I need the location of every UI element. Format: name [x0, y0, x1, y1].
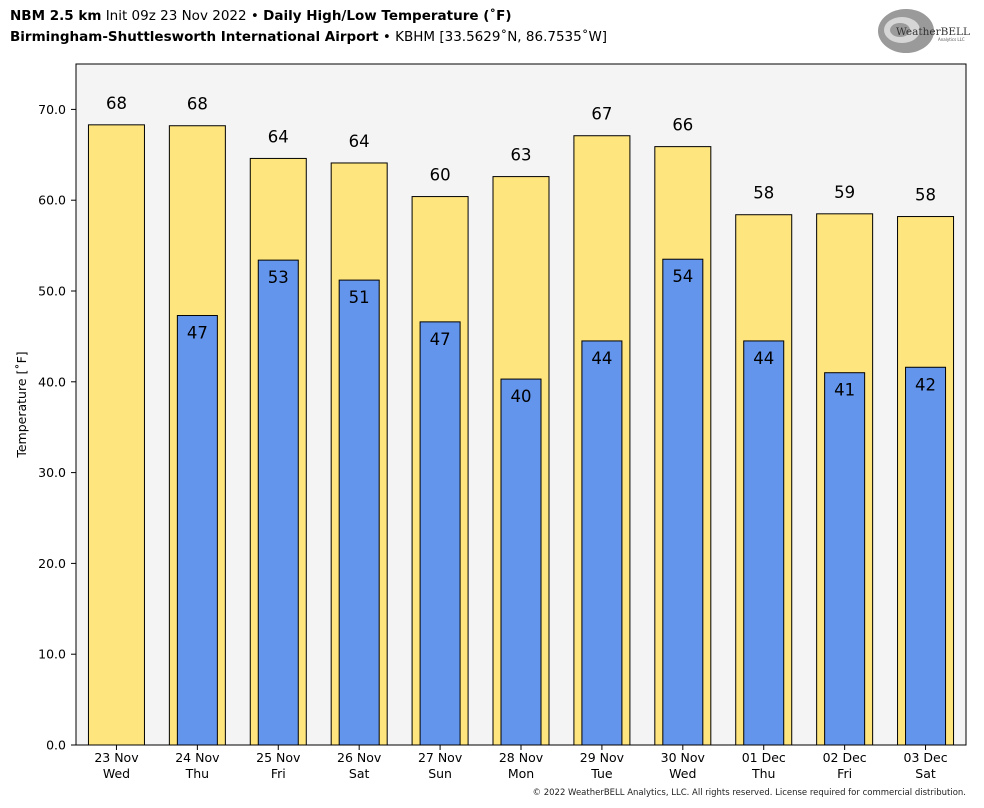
low-temp-label: 54	[672, 267, 693, 286]
high-temp-label: 59	[834, 183, 855, 202]
header-line-1: NBM 2.5 km Init 09z 23 Nov 2022 • Daily …	[10, 6, 607, 27]
low-temp-bar	[419, 321, 461, 746]
high-temp-label: 58	[915, 186, 936, 205]
low-temp-bar	[500, 378, 542, 746]
low-temp-label: 44	[753, 349, 774, 368]
low-temp-label: 40	[511, 387, 532, 406]
low-temp-bar	[905, 366, 947, 746]
x-tick-weekday: Sat	[915, 766, 936, 781]
x-tick-date: 30 Nov	[661, 750, 706, 765]
station-name: Birmingham-Shuttlesworth International A…	[10, 29, 379, 45]
low-temp-label: 47	[187, 324, 208, 343]
x-tick-date: 23 Nov	[94, 750, 139, 765]
model-name: NBM 2.5 km	[10, 8, 102, 24]
y-tick-label: 40.0	[38, 374, 66, 389]
x-tick-date: 03 Dec	[904, 750, 948, 765]
weatherbell-logo: WeatherBELL Analytics LLC	[878, 9, 970, 53]
high-temp-label: 64	[268, 127, 289, 146]
x-tick-date: 27 Nov	[418, 750, 463, 765]
low-temp-label: 42	[915, 375, 936, 394]
low-temp-bar	[338, 279, 380, 746]
logo-text: WeatherBELL	[896, 26, 970, 38]
x-tick-date: 02 Dec	[823, 750, 867, 765]
high-temp-label: 67	[591, 105, 612, 124]
x-tick-date: 24 Nov	[175, 750, 220, 765]
high-temp-label: 60	[430, 166, 451, 185]
low-temp-label: 41	[834, 381, 855, 400]
low-temp-bar	[662, 258, 704, 746]
copyright-notice: © 2022 WeatherBELL Analytics, LLC. All r…	[532, 788, 966, 798]
station-info: KBHM [33.5629˚N, 86.7535˚W]	[395, 29, 608, 45]
low-temp-bar	[824, 372, 866, 746]
y-axis: 0.0 10.0 20.0 30.0 40.0 50.0 60.0 70.0	[38, 102, 76, 753]
y-tick-label: 30.0	[38, 465, 66, 480]
y-axis-label: Temperature [˚F]	[14, 351, 29, 458]
low-temp-bar	[257, 259, 299, 746]
low-temp-bar	[581, 340, 623, 746]
plot-frame	[75, 63, 967, 746]
low-temp-bar	[743, 340, 785, 746]
x-tick-date: 29 Nov	[580, 750, 625, 765]
x-tick-weekday: Sun	[428, 766, 452, 781]
high-temp-label: 63	[511, 146, 532, 165]
y-tick-label: 60.0	[38, 193, 66, 208]
low-temp-label: 44	[591, 349, 612, 368]
x-tick-date: 26 Nov	[337, 750, 382, 765]
x-tick-weekday: Wed	[669, 766, 696, 781]
header-line-2: Birmingham-Shuttlesworth International A…	[10, 27, 607, 48]
x-tick-weekday: Wed	[103, 766, 130, 781]
high-temp-label: 68	[187, 95, 208, 114]
low-temp-label: 51	[349, 288, 370, 307]
y-tick-label: 70.0	[38, 102, 66, 117]
bullet-separator: •	[250, 8, 259, 24]
y-tick-label: 20.0	[38, 556, 66, 571]
logo-subtext: Analytics LLC	[938, 37, 965, 42]
y-tick-label: 50.0	[38, 284, 66, 299]
high-temp-bar	[87, 124, 145, 746]
x-tick-weekday: Sat	[349, 766, 370, 781]
low-temperature-series	[176, 258, 947, 746]
x-tick-date: 01 Dec	[742, 750, 786, 765]
data-labels: 68 68 47 64 53 64 51 60 47 63 40 67 44 66 54 58 44 59 41 58…	[106, 94, 936, 406]
product-title: Daily High/Low Temperature (˚F)	[263, 8, 512, 24]
y-tick-label: 10.0	[38, 647, 66, 662]
low-temp-label: 47	[430, 330, 451, 349]
chart-header: NBM 2.5 km Init 09z 23 Nov 2022 • Daily …	[10, 6, 607, 48]
high-temp-label: 58	[753, 184, 774, 203]
x-tick-date: 28 Nov	[499, 750, 544, 765]
init-time: Init 09z 23 Nov 2022	[105, 8, 247, 24]
x-tick-weekday: Fri	[271, 766, 286, 781]
low-temp-label: 53	[268, 268, 289, 287]
x-tick-weekday: Mon	[508, 766, 534, 781]
x-tick-weekday: Tue	[590, 766, 613, 781]
high-temp-label: 64	[349, 132, 370, 151]
y-tick-label: 0.0	[46, 738, 66, 753]
high-temp-label: 68	[106, 94, 127, 113]
low-temp-bar	[176, 315, 218, 746]
x-tick-weekday: Fri	[837, 766, 852, 781]
x-tick-weekday: Thu	[751, 766, 775, 781]
x-tick-date: 25 Nov	[256, 750, 301, 765]
bullet-separator: •	[382, 29, 391, 45]
high-temp-label: 66	[672, 116, 693, 135]
x-tick-weekday: Thu	[185, 766, 209, 781]
